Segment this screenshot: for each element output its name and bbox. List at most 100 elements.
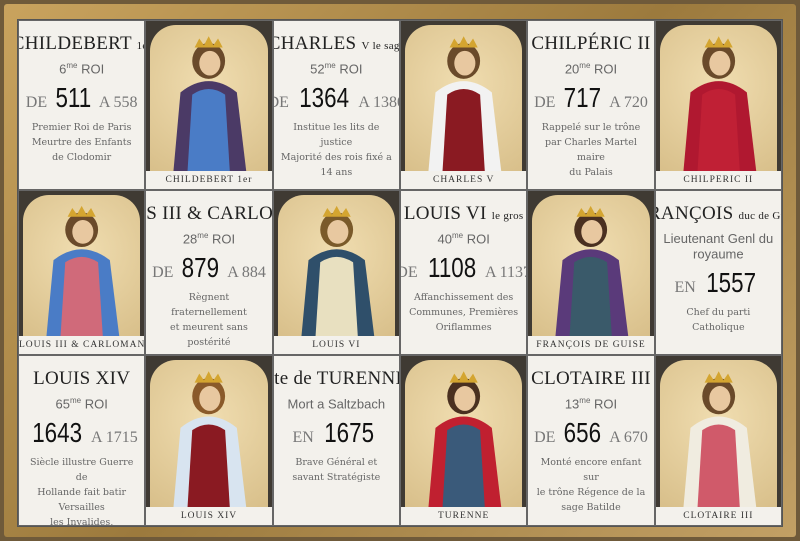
description-line: Institue les lits de justice: [293, 122, 380, 149]
ruler-description: Brave Général et savant Stratégiste: [288, 455, 384, 485]
ruler-name-text: Vte de TURENNE.: [274, 368, 399, 389]
portrait-caption: CHILPERIC II: [655, 171, 781, 189]
year-start: 1557: [706, 267, 756, 299]
description-line: Chef du parti Catholique: [686, 307, 751, 334]
ruler-name: CHILDEBERT 1er: [18, 33, 145, 55]
years-separator: A: [98, 94, 110, 112]
rank-suffix: me: [66, 61, 78, 70]
years-separator: A: [358, 94, 370, 112]
portrait-caption: FRANÇOIS DE GUISE: [528, 336, 654, 354]
royal-figure: [428, 36, 502, 171]
ruler-name-text: FRANÇOIS: [656, 203, 734, 224]
portrait-panel: FRANÇOIS DE GUISE: [527, 190, 655, 355]
description-line: Règnent fraternellement: [171, 292, 247, 319]
ruler-rank: Mort a Saltzbach: [288, 396, 386, 411]
rank-suffix: me: [324, 61, 336, 70]
rank-number: 40: [437, 231, 452, 247]
ruler-rank: 40me ROI: [437, 231, 489, 246]
info-panel: LOUIS XIV 65me ROI 1643 A 1715 Siècle ill…: [18, 355, 146, 526]
description-line: Premier Roi de Paris: [31, 122, 132, 134]
royal-figure: [173, 371, 247, 507]
ruler-name-text: LOUIS XIV: [33, 368, 131, 389]
ruler-rank: Lieutenant Genl du royaume: [656, 231, 781, 261]
portrait-panel: CLOTAIRE III: [654, 355, 782, 526]
years-separator: A: [91, 429, 102, 447]
year-start: 1364: [299, 82, 350, 114]
description-line: 14 ans: [320, 167, 353, 179]
portrait-caption: CLOTAIRE III: [655, 507, 781, 525]
years-prefix: EN: [674, 279, 696, 297]
ruler-name-suffix: duc de Guise: [738, 210, 781, 222]
rank-suffix: me: [579, 396, 591, 405]
ruler-rank: 28me ROI: [183, 231, 235, 246]
rank-label: ROI: [212, 231, 236, 247]
years-prefix: DE: [534, 94, 556, 112]
ruler-name-suffix: le gros: [491, 210, 524, 222]
rank-number: 52: [310, 61, 325, 77]
ruler-name: FRANÇOIS duc de Guise: [656, 203, 781, 225]
rank-number: Mort a Saltzbach: [287, 396, 386, 412]
description-line: Communes, Premières: [409, 307, 519, 319]
portrait-caption: LOUIS VI: [273, 336, 399, 354]
years-prefix: DE: [401, 264, 418, 282]
ruler-description: Règnent fraternellement et meurent sans po…: [146, 290, 271, 350]
description-line: postérité: [187, 337, 231, 349]
rank-suffix: me: [451, 231, 464, 240]
rank-suffix: me: [197, 231, 209, 240]
ruler-rank: 65me ROI: [55, 396, 107, 411]
description-line: Rappelé sur le trône: [541, 122, 641, 134]
rank-number: 28: [182, 231, 198, 247]
year-start: 1675: [324, 417, 374, 449]
portrait-illustration: [659, 360, 777, 507]
year-start: 717: [564, 82, 602, 114]
royal-figure: [46, 205, 120, 336]
years-prefix: DE: [274, 94, 289, 112]
reign-years: DE 1108 A 1137: [401, 252, 526, 284]
year-start: 1643: [31, 417, 82, 449]
royal-figure: [683, 371, 756, 507]
rank-label: ROI: [594, 396, 618, 412]
year-start: 879: [182, 252, 220, 284]
ruler-name-text: CHARLES: [272, 33, 357, 54]
ruler-name-suffix: 1er: [136, 40, 145, 52]
ruler-name-text: LOUIS VI: [403, 203, 487, 224]
description-line: Meurtre des Enfants: [31, 137, 132, 149]
years-separator: A: [227, 264, 238, 282]
reign-years: DE 656 A 670: [534, 417, 648, 449]
rank-suffix: me: [69, 396, 82, 405]
year-end: 670: [623, 429, 648, 447]
info-panel: CHILDEBERT 1er 6me ROI DE 511 A 558 Premier…: [18, 20, 146, 190]
ruler-description: Monté encore enfant sur le trône Régence …: [528, 455, 653, 515]
description-line: Brave Général et: [295, 457, 378, 469]
ruler-name: CLOTAIRE III: [531, 368, 651, 390]
description-line: Siècle illustre Guerre de: [30, 457, 134, 484]
ruler-name-text: CHILDEBERT: [18, 33, 132, 54]
rank-number: Lieutenant Genl du royaume: [663, 231, 774, 262]
reign-years: DE 717 A 720: [534, 82, 648, 114]
ruler-rank: 13me ROI: [565, 396, 617, 411]
years-prefix: DE: [25, 94, 48, 112]
ruler-rank: 20me ROI: [565, 61, 617, 76]
year-end: 1715: [105, 429, 138, 447]
reign-years: DE 511 A 558: [26, 82, 138, 114]
ruler-name-suffix: V le sage: [361, 40, 400, 52]
portrait-panel: LOUIS III & CARLOMAN: [18, 190, 146, 355]
portrait-panel: LOUIS VI: [272, 190, 400, 355]
royal-figure: [301, 205, 374, 336]
portrait-illustration: [150, 360, 268, 507]
year-end: 884: [241, 264, 266, 282]
rank-label: ROI: [81, 61, 105, 77]
rank-suffix: me: [579, 61, 591, 70]
ruler-name: LOUIS III & CARLOMAN: [146, 203, 271, 225]
years-prefix: DE: [152, 264, 174, 282]
ruler-description: Institue les lits de justice Majorité des…: [274, 120, 399, 180]
info-panel: CLOTAIRE III 13me ROI DE 656 A 670 Monté e…: [527, 355, 655, 526]
portrait-illustration: [405, 360, 523, 507]
description-line: Majorité des rois fixé a: [280, 152, 392, 164]
portrait-illustration: [150, 25, 268, 171]
years-prefix: EN: [292, 429, 314, 447]
portrait-illustration: [23, 195, 141, 336]
year-end: 1380: [373, 94, 399, 112]
rank-number: 65: [55, 396, 70, 412]
